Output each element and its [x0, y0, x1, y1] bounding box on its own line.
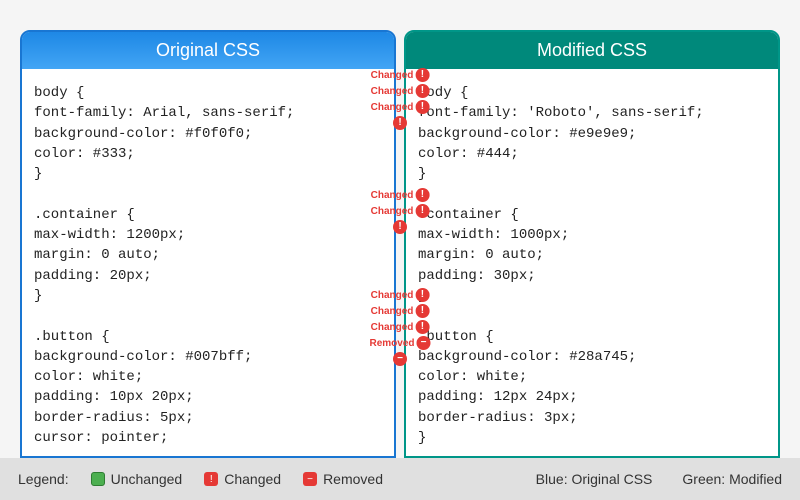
legend-bar: Legend: Unchanged ! Changed − Removed Bl…: [0, 458, 800, 500]
panel-modified-code[interactable]: body { font-family: 'Roboto', sans-serif…: [406, 69, 778, 456]
panel-modified-header: Modified CSS: [406, 32, 778, 69]
legend-unchanged-text: Unchanged: [111, 471, 183, 487]
removed-icon: −: [303, 472, 317, 486]
panel-original: Original CSS body { font-family: Arial, …: [20, 30, 396, 458]
legend-blue-note: Blue: Original CSS: [536, 471, 653, 487]
legend-label: Legend:: [18, 471, 69, 487]
legend-right-group: Blue: Original CSS Green: Modified: [536, 471, 782, 487]
diff-container: Original CSS body { font-family: Arial, …: [0, 0, 800, 458]
panel-original-header: Original CSS: [22, 32, 394, 69]
panel-original-code[interactable]: body { font-family: Arial, sans-serif; b…: [22, 69, 394, 456]
legend-green-note: Green: Modified: [682, 471, 782, 487]
unchanged-icon: [91, 472, 105, 486]
legend-item-unchanged: Unchanged: [91, 471, 183, 487]
changed-icon: !: [204, 472, 218, 486]
legend-changed-text: Changed: [224, 471, 281, 487]
panel-modified: Modified CSS body { font-family: 'Roboto…: [404, 30, 780, 458]
legend-removed-text: Removed: [323, 471, 383, 487]
legend-item-removed: − Removed: [303, 471, 383, 487]
legend-item-changed: ! Changed: [204, 471, 281, 487]
